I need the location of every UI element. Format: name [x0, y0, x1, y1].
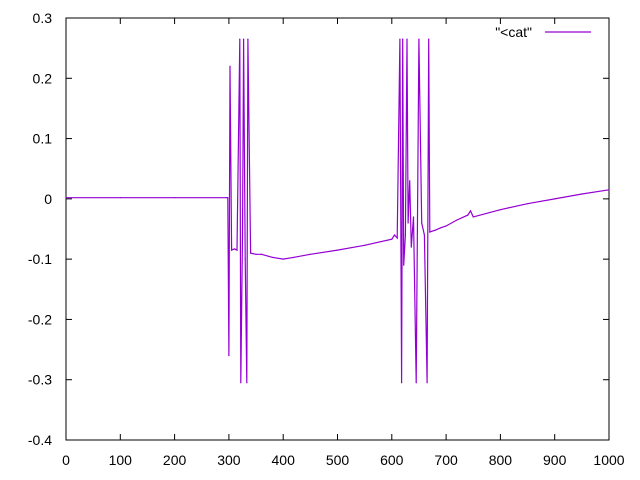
data-point — [293, 256, 295, 258]
y-tick-label: 0.3 — [33, 10, 53, 26]
data-point — [608, 189, 610, 191]
data-point — [227, 197, 229, 199]
data-point — [526, 203, 529, 205]
data-point — [423, 234, 425, 236]
data-point — [336, 249, 339, 251]
data-point — [240, 382, 242, 384]
x-tick-label: 500 — [326, 452, 350, 468]
data-point — [440, 227, 442, 229]
plot-frame — [65, 17, 610, 441]
data-point — [418, 38, 420, 40]
data-point — [247, 38, 249, 40]
data-point — [581, 193, 583, 195]
y-tick-label: -0.3 — [28, 372, 52, 388]
x-tick-label: 0 — [62, 452, 70, 468]
y-tick-label: 0.1 — [33, 131, 53, 147]
data-point — [393, 234, 396, 236]
data-point — [434, 229, 436, 231]
x-tick-label: 200 — [163, 452, 187, 468]
data-point — [409, 180, 411, 182]
data-point — [396, 237, 398, 239]
data-point — [228, 355, 230, 357]
y-tick-label: -0.2 — [28, 311, 52, 327]
x-tick-label: 100 — [109, 452, 133, 468]
data-point — [499, 209, 501, 211]
data-point — [428, 38, 430, 40]
x-tick-label: 1000 — [593, 452, 624, 468]
data-point — [282, 258, 284, 260]
data-point — [402, 38, 404, 40]
data-point — [412, 216, 415, 218]
data-point — [391, 238, 393, 240]
data-point — [244, 258, 246, 260]
data-point — [229, 65, 231, 67]
data-point — [421, 222, 423, 224]
data-point — [472, 216, 474, 218]
data-point — [250, 252, 252, 254]
data-point — [174, 197, 176, 199]
data-point — [225, 197, 227, 199]
y-tick-label: -0.1 — [28, 251, 52, 267]
data-point — [467, 214, 469, 216]
data-point — [403, 264, 405, 266]
x-tick-label: 800 — [489, 452, 513, 468]
data-point — [241, 234, 244, 236]
data-point — [429, 231, 431, 233]
x-tick-label: 900 — [543, 452, 567, 468]
data-point — [554, 198, 556, 200]
data-point — [400, 382, 403, 384]
data-point — [364, 244, 366, 246]
data-point — [246, 382, 248, 384]
data-point — [239, 38, 241, 40]
data-point — [406, 38, 408, 40]
data-point — [309, 253, 311, 255]
y-tick-label: 0.2 — [33, 70, 53, 86]
x-tick-label: 400 — [272, 452, 296, 468]
data-point — [456, 219, 458, 221]
data-point — [255, 253, 257, 255]
data-point — [271, 256, 273, 258]
data-point — [399, 38, 401, 40]
data-point — [426, 382, 428, 384]
data-point — [65, 197, 67, 199]
legend-label: "<cat" — [495, 24, 532, 40]
data-point — [119, 197, 121, 199]
data-point — [410, 246, 412, 248]
data-point — [407, 222, 409, 224]
legend: "<cat" — [495, 24, 591, 40]
data-point — [231, 249, 233, 251]
data-point — [415, 382, 417, 384]
x-tick-label: 700 — [434, 452, 458, 468]
x-tick-label: 300 — [217, 452, 241, 468]
data-point — [236, 249, 238, 251]
y-tick-label: -0.4 — [28, 432, 52, 448]
data-point — [469, 210, 472, 212]
data-point — [445, 225, 447, 227]
data-point — [260, 253, 263, 255]
series-line — [66, 39, 610, 383]
data-point — [242, 38, 245, 40]
y-tick-label: 0 — [44, 191, 52, 207]
axes-layer: 0 100 200 300 400 500 600 700 800 900 1000 -0.4 -0.3… — [28, 10, 625, 468]
x-tick-label: 600 — [380, 452, 404, 468]
data-point — [404, 234, 406, 236]
data-layer — [65, 38, 610, 384]
data-point — [233, 248, 235, 250]
